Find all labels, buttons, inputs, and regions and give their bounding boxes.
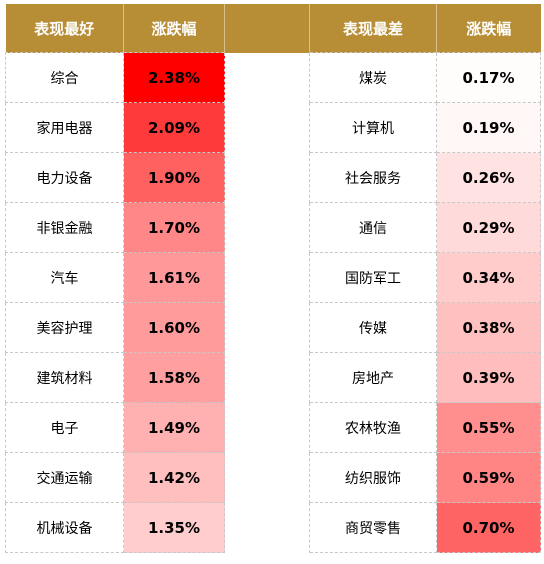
best-sector-change: 1.61% [123,252,225,303]
table-row: 美容护理 1.60% 传媒 0.38% [5,302,541,353]
worst-sector-change: 0.34% [436,252,541,303]
best-sector-name: 电力设备 [5,152,124,203]
worst-sector-name: 通信 [309,202,437,253]
best-sector-change: 1.60% [123,302,225,353]
worst-sector-name: 传媒 [309,302,437,353]
column-gap [224,352,310,403]
best-sector-change: 1.42% [123,452,225,503]
worst-sector-name: 计算机 [309,102,437,153]
worst-sector-name: 国防军工 [309,252,437,303]
worst-sector-name: 纺织服饰 [309,452,437,503]
best-sector-name: 综合 [5,52,124,103]
best-sector-name: 美容护理 [5,302,124,353]
table-row: 非银金融 1.70% 通信 0.29% [5,202,541,253]
worst-sector-name: 社会服务 [309,152,437,203]
column-gap [224,302,310,353]
sector-performance-table: 表现最好 涨跌幅 表现最差 涨跌幅 综合 2.38% 煤炭 0.17% 家用电器 2.09… [5,4,541,553]
table-body: 综合 2.38% 煤炭 0.17% 家用电器 2.09% 计算机 0.19% 电力设备 1.90%… [5,52,541,553]
worst-sector-change: 0.39% [436,352,541,403]
worst-sector-change: 0.55% [436,402,541,453]
column-gap [224,502,310,553]
column-gap [224,252,310,303]
column-gap [224,202,310,253]
worst-sector-name: 煤炭 [309,52,437,103]
best-sector-name: 交通运输 [5,452,124,503]
table-row: 电力设备 1.90% 社会服务 0.26% [5,152,541,203]
best-change-header: 涨跌幅 [123,4,225,53]
table-row: 汽车 1.61% 国防军工 0.34% [5,252,541,303]
worst-sector-change: 0.38% [436,302,541,353]
best-sector-header: 表现最好 [5,4,124,53]
table-row: 建筑材料 1.58% 房地产 0.39% [5,352,541,403]
table-row: 电子 1.49% 农林牧渔 0.55% [5,402,541,453]
worst-sector-name: 农林牧渔 [309,402,437,453]
best-sector-change: 1.35% [123,502,225,553]
best-sector-change: 1.58% [123,352,225,403]
column-gap [224,402,310,453]
worst-sector-change: 0.29% [436,202,541,253]
best-sector-name: 电子 [5,402,124,453]
best-sector-name: 汽车 [5,252,124,303]
table-row: 家用电器 2.09% 计算机 0.19% [5,102,541,153]
worst-sector-change: 0.17% [436,52,541,103]
column-gap [224,452,310,503]
best-sector-name: 非银金融 [5,202,124,253]
best-sector-name: 机械设备 [5,502,124,553]
worst-sector-name: 房地产 [309,352,437,403]
header-gap [224,4,310,53]
best-sector-change: 1.90% [123,152,225,203]
column-gap [224,152,310,203]
worst-sector-change: 0.70% [436,502,541,553]
worst-sector-header: 表现最差 [309,4,437,53]
column-gap [224,102,310,153]
best-sector-change: 2.09% [123,102,225,153]
best-sector-change: 1.70% [123,202,225,253]
table-row: 机械设备 1.35% 商贸零售 0.70% [5,502,541,553]
column-gap [224,52,310,103]
worst-change-header: 涨跌幅 [436,4,541,53]
best-sector-name: 家用电器 [5,102,124,153]
header-row: 表现最好 涨跌幅 表现最差 涨跌幅 [5,4,541,53]
worst-sector-name: 商贸零售 [309,502,437,553]
best-sector-name: 建筑材料 [5,352,124,403]
table-row: 综合 2.38% 煤炭 0.17% [5,52,541,103]
worst-sector-change: 0.19% [436,102,541,153]
best-sector-change: 2.38% [123,52,225,103]
worst-sector-change: 0.26% [436,152,541,203]
best-sector-change: 1.49% [123,402,225,453]
worst-sector-change: 0.59% [436,452,541,503]
table-row: 交通运输 1.42% 纺织服饰 0.59% [5,452,541,503]
